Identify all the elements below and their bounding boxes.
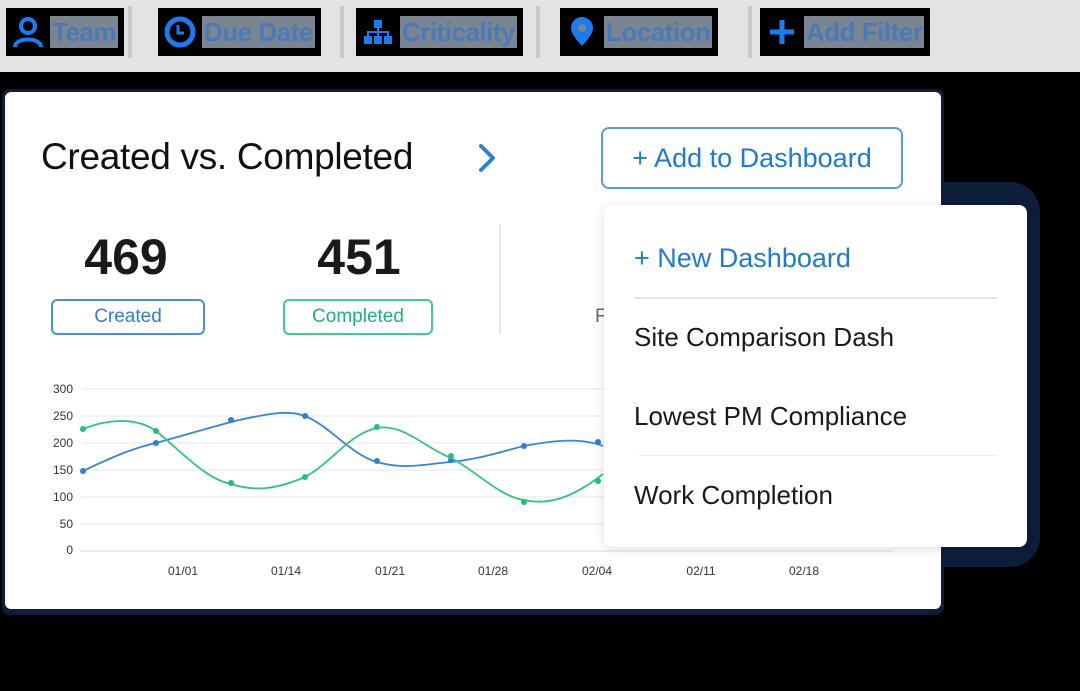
y-axis: 300 250 200 150 100 50 0 <box>53 382 73 557</box>
svg-text:01/14: 01/14 <box>271 564 301 578</box>
created-count: 469 <box>84 229 168 285</box>
completed-badge[interactable]: Completed <box>283 299 433 335</box>
svg-text:01/01: 01/01 <box>168 564 198 578</box>
svg-text:02/04: 02/04 <box>582 564 612 578</box>
stats-divider <box>499 224 501 334</box>
filter-bar: Team Due Date Criticality Location Add F… <box>0 0 1080 72</box>
menu-item-site-comparison[interactable]: Site Comparison Dash <box>634 322 895 352</box>
card-title[interactable]: Created vs. Completed <box>41 136 414 177</box>
menu-divider <box>639 455 997 456</box>
completed-series-points <box>80 424 601 505</box>
menu-item-work-completion[interactable]: Work Completion <box>634 480 833 510</box>
svg-text:01/28: 01/28 <box>478 564 508 578</box>
svg-text:100: 100 <box>53 490 73 504</box>
svg-text:02/11: 02/11 <box>686 564 715 578</box>
filter-separator <box>128 6 132 58</box>
svg-text:50: 50 <box>60 517 74 531</box>
menu-item-lowest-pm[interactable]: Lowest PM Compliance <box>634 401 908 431</box>
filter-criticality-label: Criticality <box>400 16 517 48</box>
plus-icon <box>770 20 794 44</box>
filter-team[interactable]: Team <box>6 8 124 56</box>
filter-due-date[interactable]: Due Date <box>158 8 321 56</box>
x-axis: 01/01 01/14 01/21 01/28 02/04 02/11 02/1… <box>168 564 819 578</box>
completed-series-line <box>82 420 604 503</box>
filter-team-label: Team <box>50 16 118 48</box>
partially-hidden-label: F <box>595 306 607 327</box>
add-to-dashboard-button[interactable]: + Add to Dashboard <box>601 127 903 189</box>
created-series-line <box>82 411 604 472</box>
filter-due-date-label: Due Date <box>202 16 315 48</box>
filter-separator <box>340 6 344 58</box>
menu-divider <box>634 297 997 299</box>
add-to-dashboard-menu: + New Dashboard Site Comparison Dash Low… <box>604 205 1027 547</box>
clock-icon <box>164 16 196 48</box>
svg-text:01/21: 01/21 <box>375 564 405 578</box>
add-filter-label: Add Filter <box>804 16 925 48</box>
completed-count: 451 <box>317 229 401 285</box>
filter-location[interactable]: Location <box>560 8 719 56</box>
filter-separator <box>536 6 540 58</box>
filter-criticality[interactable]: Criticality <box>356 8 523 56</box>
person-icon <box>13 17 43 48</box>
filter-location-label: Location <box>604 16 713 48</box>
svg-text:0: 0 <box>66 543 73 557</box>
svg-text:150: 150 <box>53 463 73 477</box>
chevron-right-icon[interactable] <box>475 142 499 174</box>
created-badge[interactable]: Created <box>51 299 205 335</box>
line-chart: 300 250 200 150 100 50 0 01/01 01/14 <box>53 382 893 578</box>
filter-separator <box>748 6 752 58</box>
svg-text:200: 200 <box>53 436 73 450</box>
new-dashboard-option[interactable]: + New Dashboard <box>634 243 851 273</box>
svg-text:300: 300 <box>53 382 73 396</box>
add-filter-button[interactable]: Add Filter <box>760 8 931 56</box>
svg-text:250: 250 <box>53 409 73 423</box>
map-pin-icon <box>571 17 593 46</box>
hierarchy-icon <box>364 20 392 44</box>
svg-text:02/18: 02/18 <box>789 564 819 578</box>
